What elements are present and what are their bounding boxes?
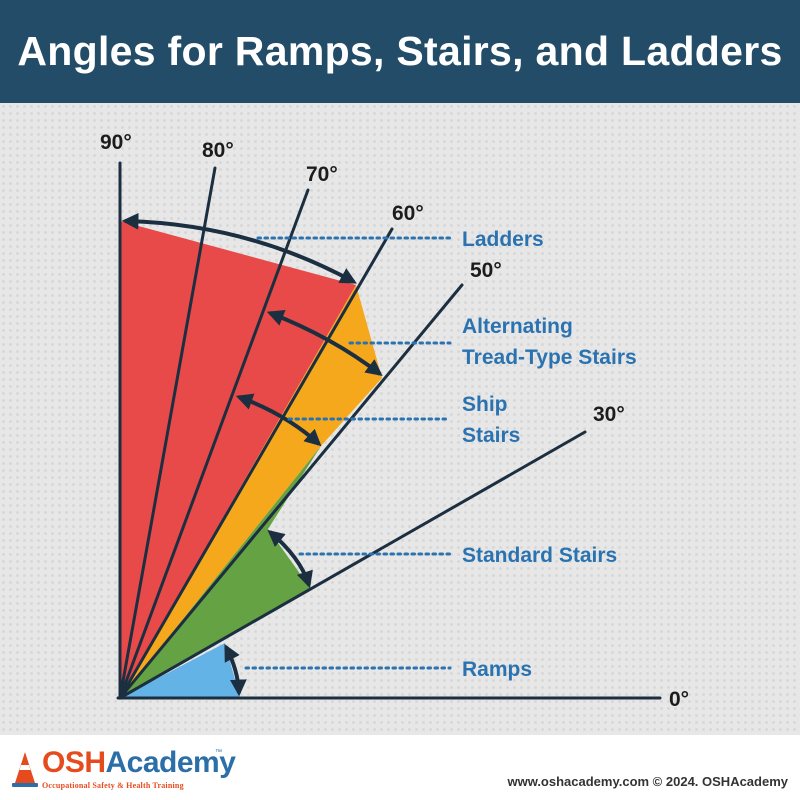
arc-ramps (224, 644, 247, 697)
title-bar: Angles for Ramps, Stairs, and Ladders (0, 0, 800, 103)
logo-wordmark: OSHAcademy (42, 745, 236, 781)
angle-label-60: 60° (392, 202, 424, 225)
ray-50-deg (118, 283, 464, 700)
arc-ladders (121, 212, 357, 284)
footer-credit: www.oshacademy.com © 2024. OSHAcademy (507, 774, 788, 789)
page-title: Angles for Ramps, Stairs, and Ladders (17, 28, 783, 74)
wedge-ramps (120, 643, 240, 698)
logo-brand-osh: OSH (42, 746, 106, 779)
label-ship-stairs-line2: Stairs (462, 424, 520, 447)
label-ladders: Ladders (462, 228, 544, 251)
logo-safety-cone-icon (12, 752, 38, 787)
angle-label-90: 90° (100, 131, 132, 154)
arc-standard-stairs (267, 529, 313, 589)
logo-brand-academy: Academy (105, 746, 236, 779)
label-ship-stairs-line1: Ship (462, 393, 508, 416)
logo-tagline: Occupational Safety & Health Training (42, 781, 184, 790)
label-alternating-line1: Alternating (462, 315, 573, 338)
arc-ship-stairs (235, 393, 322, 447)
label-alternating-line2: Tread-Type Stairs (462, 346, 637, 369)
ray-30-deg (118, 430, 587, 700)
angle-label-0: 0° (669, 688, 689, 711)
oshacademy-logo[interactable]: OSHAcademy ™ Occupational Safety & Healt… (10, 745, 240, 795)
angle-label-30: 30° (593, 403, 625, 426)
label-standard-stairs: Standard Stairs (462, 544, 617, 567)
footer: OSHAcademy ™ Occupational Safety & Healt… (0, 735, 800, 800)
angle-label-80: 80° (202, 139, 234, 162)
angle-label-50: 50° (470, 259, 502, 282)
ray-60-deg (118, 227, 394, 700)
arc-alternating (266, 310, 383, 377)
wedge-ship-stairs (120, 285, 382, 698)
angle-label-70: 70° (306, 163, 338, 186)
label-ramps: Ramps (462, 658, 532, 681)
logo-trademark: ™ (215, 749, 222, 756)
